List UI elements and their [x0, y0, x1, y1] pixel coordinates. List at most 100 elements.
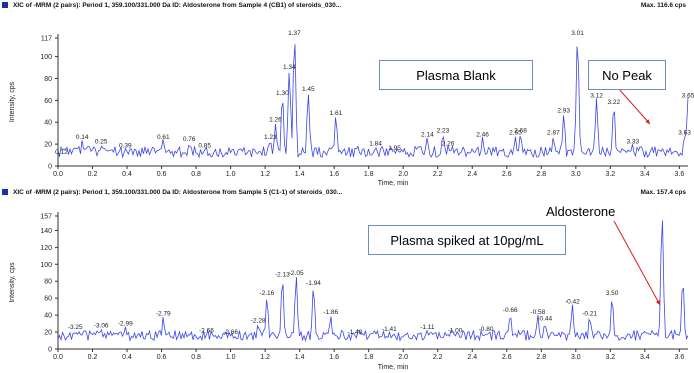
annotation-callout: No Peak — [588, 60, 666, 90]
peak-label: -1.48 — [347, 329, 362, 336]
peak-label: -2.79 — [156, 311, 171, 318]
x-tick-label: 3.4 — [640, 171, 650, 178]
x-tick-label: 0.0 — [53, 354, 63, 361]
peak-label: 3.63 — [678, 130, 691, 137]
peak-label: 2.26 — [442, 140, 455, 147]
x-tick-label: 1.0 — [226, 354, 236, 361]
max-intensity: Max. 157.4 cps — [640, 189, 686, 196]
peak-label: 3.33 — [626, 138, 639, 145]
peak-label: 0.85 — [198, 143, 211, 150]
peak-label: 0.61 — [157, 134, 170, 141]
x-tick-label: 0.4 — [122, 171, 132, 178]
x-tick-label: 2.2 — [433, 354, 443, 361]
chromatogram-plot-plasma-blank: 0 20 40 60 80 100 117 0.0 0.2 0.4 0.6 0.8 1.0 1.2 1.4 1… — [9, 30, 694, 187]
chromatogram-plot-spiked: 0 20 40 60 80 100 120 140 157 0.0 0.2 0.4 0.6 0.8 1.0 1… — [9, 212, 689, 371]
y-tick-label: 80 — [44, 279, 52, 286]
y-tick-label: 117 — [41, 36, 52, 43]
x-tick-label: 0.0 — [53, 171, 63, 178]
peak-label: 2.14 — [421, 132, 434, 139]
y-tick-label: 60 — [44, 98, 52, 105]
y-tick-label: 40 — [44, 120, 52, 127]
peak-label: -2.05 — [289, 270, 304, 277]
callout-arrow — [613, 220, 661, 306]
y-tick-label: 100 — [40, 262, 52, 269]
max-intensity: Max. 116.6 cps — [640, 2, 686, 9]
peak-label: 3.65 — [682, 92, 694, 99]
y-tick-label: 120 — [40, 245, 52, 252]
x-tick-label: 0.4 — [122, 354, 132, 361]
peak-label: 3.01 — [571, 30, 584, 37]
x-tick-label: 3.0 — [571, 354, 581, 361]
peak-label: -2.28 — [251, 317, 266, 324]
y-tick-label: 40 — [44, 313, 52, 320]
panel-header: XIC of -MRM (2 pairs): Period 1, 359.100… — [0, 187, 694, 201]
y-tick-label: 80 — [44, 76, 52, 83]
chromatogram-trace — [57, 220, 689, 343]
x-axis-label: Time, min — [378, 364, 409, 371]
peak-label: 1.61 — [330, 110, 343, 117]
peak-label: -1.86 — [323, 309, 338, 316]
x-tick-label: 0.2 — [88, 354, 98, 361]
trace-marker-icon — [2, 2, 8, 8]
x-tick-label: 2.6 — [502, 354, 512, 361]
peak-label: 0.39 — [119, 143, 132, 150]
x-tick-label: 1.4 — [295, 354, 305, 361]
peak-label: 2.46 — [476, 132, 489, 139]
x-tick-label: 0.8 — [191, 354, 201, 361]
annotation-box: Plasma spiked at 10pg/mL — [368, 225, 566, 255]
callout-arrow — [617, 87, 651, 125]
y-tick-label: 0 — [48, 347, 52, 354]
x-tick-label: 2.6 — [502, 171, 512, 178]
x-tick-label: 1.0 — [226, 171, 236, 178]
x-tick-label: 0.2 — [88, 171, 98, 178]
peak-label: 3.22 — [607, 99, 620, 106]
peak-label: 2.87 — [547, 130, 560, 137]
x-tick-label: 3.2 — [605, 354, 615, 361]
peak-label: 3.12 — [590, 92, 603, 99]
y-tick-label: 140 — [40, 228, 52, 235]
x-tick-label: 2.0 — [398, 354, 408, 361]
peak-label: -0.58 — [530, 309, 545, 316]
x-tick-label: 2.8 — [536, 354, 546, 361]
peak-label: 1.30 — [276, 90, 289, 97]
panel-title: XIC of -MRM (2 pairs): Period 1, 359.100… — [13, 189, 343, 196]
x-tick-label: 1.6 — [329, 354, 339, 361]
peak-label: 2.23 — [437, 127, 450, 134]
peak-label: -0.42 — [565, 299, 580, 306]
peak-label: -2.66 — [223, 329, 238, 336]
chromatogram-panel-plasma-blank: XIC of -MRM (2 pairs): Period 1, 359.100… — [0, 0, 694, 187]
x-tick-label: 0.8 — [191, 171, 201, 178]
arrowhead-icon — [655, 300, 660, 305]
x-tick-label: 3.6 — [675, 171, 685, 178]
peak-label: -1.00 — [448, 327, 463, 334]
peak-label: -0.66 — [503, 307, 518, 314]
x-tick-label: 2.4 — [467, 171, 477, 178]
x-tick-label: 2.2 — [433, 171, 443, 178]
y-tick-label: 60 — [44, 296, 52, 303]
trace-marker-icon — [2, 189, 8, 195]
panel-header: XIC of -MRM (2 pairs): Period 1, 359.100… — [0, 0, 694, 14]
peak-label: -2.16 — [259, 290, 274, 297]
peak-label: -0.21 — [582, 311, 597, 318]
x-tick-label: 3.0 — [571, 171, 581, 178]
peak-label: -2.13 — [275, 272, 290, 279]
x-tick-label: 0.6 — [157, 354, 167, 361]
panel-title: XIC of -MRM (2 pairs): Period 1, 359.100… — [13, 2, 342, 9]
x-tick-label: 2.8 — [536, 171, 546, 178]
x-tick-label: 2.4 — [467, 354, 477, 361]
peak-label: 1.34 — [283, 64, 296, 71]
peak-label: 2.65 — [509, 130, 522, 137]
peak-label: -3.25 — [68, 324, 83, 331]
annotation-callout: Aldosterone — [546, 204, 616, 219]
x-tick-label: 1.8 — [364, 171, 374, 178]
y-tick-label: 0 — [48, 164, 52, 171]
x-axis-label: Time, min — [378, 180, 409, 187]
x-tick-label: 3.4 — [640, 354, 650, 361]
peak-label: 1.45 — [302, 86, 315, 93]
x-tick-label: 1.2 — [260, 171, 270, 178]
peak-label: 2.68 — [514, 127, 527, 134]
y-tick-label: 157 — [40, 214, 52, 221]
x-tick-label: 1.6 — [329, 171, 339, 178]
x-tick-label: 2.0 — [398, 171, 408, 178]
y-tick-label: 20 — [44, 330, 52, 337]
